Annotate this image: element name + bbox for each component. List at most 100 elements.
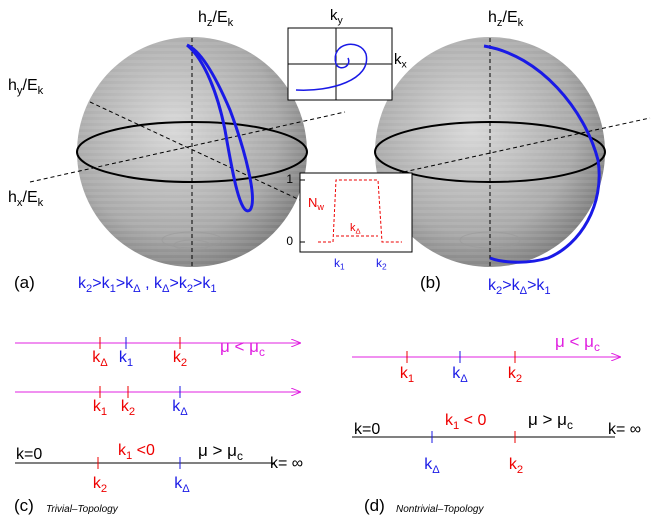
text-part: 0 <box>286 234 293 248</box>
panel-label: (a) <box>14 273 35 292</box>
text-part: /E <box>213 9 228 26</box>
subscript: c <box>594 340 600 354</box>
text-part: 1 <box>286 172 293 186</box>
panel-label: (c) <box>14 496 34 515</box>
note: k1 <0 <box>118 442 155 462</box>
text-part: k=0 <box>16 446 42 463</box>
subscript: 2 <box>516 373 522 385</box>
axis-label: hy/Ek <box>8 77 44 97</box>
subscript: k <box>38 197 44 209</box>
text-part: k= ∞ <box>270 455 303 472</box>
tick-label: k1 <box>334 256 345 272</box>
text-part: , k <box>141 275 163 292</box>
line-end: k= ∞ <box>608 421 641 438</box>
subscript: 2 <box>129 406 135 418</box>
text-part: >k <box>116 275 134 292</box>
subscript: x <box>402 58 408 70</box>
condition: k2>kΔ>k1 <box>488 277 551 297</box>
point-label: k2 <box>508 365 522 385</box>
condition: k2>k1>kΔ , kΔ>k2>k1 <box>78 275 217 295</box>
text-part: /E <box>23 77 38 94</box>
text-part: μ < μ <box>555 332 594 351</box>
axis-label: hx/Ek <box>8 189 44 209</box>
axis-label: hz/Ek <box>488 9 524 29</box>
topology: Nontrivial–Topology <box>396 504 484 515</box>
line-end: k= ∞ <box>270 455 303 472</box>
tick-label: 0 <box>286 234 293 248</box>
subscript: Δ <box>432 464 440 476</box>
subscript: 1 <box>210 283 216 295</box>
text-part: (c) <box>14 496 34 515</box>
point-label: k2 <box>93 475 107 495</box>
text-part: μ > μ <box>198 441 237 460</box>
subscript: Δ <box>180 406 188 418</box>
text-part: μ > μ <box>528 410 567 429</box>
subscript: c <box>237 449 243 463</box>
point-label: kΔ <box>172 398 188 418</box>
subscript: 2 <box>517 464 523 476</box>
point-label: k1 <box>400 365 414 385</box>
text-part: μ < μ <box>220 337 259 356</box>
subscript: c <box>259 345 265 359</box>
text-part: h <box>8 77 17 94</box>
text-part: Nontrivial–Topology <box>396 504 484 515</box>
point-label: kΔ <box>424 456 440 476</box>
point-label: kΔ <box>174 475 190 495</box>
text-part: h <box>198 9 207 26</box>
text-part: < 0 <box>459 412 486 429</box>
subscript: 1 <box>340 262 345 272</box>
text-part: >k <box>92 275 110 292</box>
text-part: h <box>488 9 497 26</box>
tick-label: 1 <box>286 172 293 186</box>
subscript: 1 <box>408 373 414 385</box>
point-label: k2 <box>121 398 135 418</box>
text-part: (d) <box>364 496 385 515</box>
subscript: Δ <box>356 226 361 235</box>
subscript: Δ <box>460 373 468 385</box>
line-start: k=0 <box>16 446 42 463</box>
text-part: (a) <box>14 273 35 292</box>
axis-label: hz/Ek <box>198 9 234 29</box>
note: k1 < 0 <box>445 412 486 432</box>
subscript: k <box>38 85 44 97</box>
panel-label: (b) <box>420 273 441 292</box>
text-part: Trivial–Topology <box>46 504 119 515</box>
panel-label: (d) <box>364 496 385 515</box>
text-part: h <box>8 189 17 206</box>
text-part: >k <box>502 277 520 294</box>
regime: μ > μc <box>198 441 243 463</box>
inset-winding <box>300 173 412 252</box>
text-part: (b) <box>420 273 441 292</box>
text-part: >k <box>527 277 545 294</box>
regime: μ < μc <box>555 332 600 354</box>
sphere-b <box>375 37 650 267</box>
text-part: /E <box>503 9 518 26</box>
subscript: Δ <box>182 483 190 495</box>
subscript: 2 <box>382 262 387 272</box>
number-lines-c <box>15 337 300 469</box>
subscript: 1 <box>544 285 550 297</box>
figure: hz/Ekhy/Ekhx/Ek(a)k2>k1>kΔ , kΔ>k2>k1kyk… <box>0 0 656 523</box>
axis-label: kx <box>394 51 408 70</box>
subscript: k <box>228 17 234 29</box>
subscript: k <box>518 17 524 29</box>
text-part: k=0 <box>354 421 380 438</box>
line-start: k=0 <box>354 421 380 438</box>
point-label: kΔ <box>452 365 468 385</box>
subscript: Δ <box>100 357 108 369</box>
regime: μ > μc <box>528 410 573 432</box>
point-label: k1 <box>93 398 107 418</box>
subscript: 1 <box>101 406 107 418</box>
text-part: k= ∞ <box>608 421 641 438</box>
point-label: k1 <box>119 349 133 369</box>
subscript: 2 <box>181 357 187 369</box>
regime: μ < μc <box>220 337 265 359</box>
text-part: >k <box>169 275 187 292</box>
point-label: k2 <box>173 349 187 369</box>
tick-label: k2 <box>376 256 387 272</box>
text-part: /E <box>23 189 38 206</box>
subscript: w <box>316 202 324 212</box>
point-label: k2 <box>509 456 523 476</box>
subscript: c <box>567 418 573 432</box>
text-part: >k <box>193 275 211 292</box>
